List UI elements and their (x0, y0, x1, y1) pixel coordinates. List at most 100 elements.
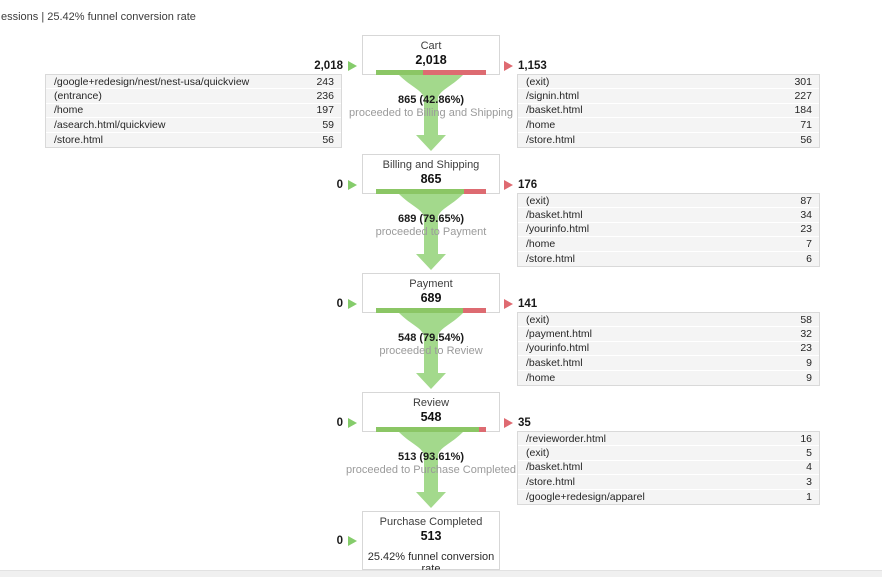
table-row: (exit) 87 (518, 194, 819, 209)
stage-value: 2,018 (415, 53, 447, 67)
page-path: /store.html (54, 133, 104, 146)
page-count: 9 (806, 356, 812, 369)
page-path: /basket.html (526, 104, 583, 117)
transition-label: 865 (42.86%) proceeded to Billing and Sh… (310, 94, 552, 120)
page-count: 301 (794, 75, 812, 88)
page-count: 87 (800, 194, 812, 207)
continued-segment (376, 70, 424, 75)
stage-value: 548 (420, 410, 442, 424)
continued-segment (376, 308, 464, 313)
entry-total: 0 (336, 298, 343, 310)
entry-arrow-icon (348, 299, 357, 309)
stage-box-cart: Cart 2,018 (362, 35, 500, 75)
proceeded-count: 548 (79.54%) (397, 332, 465, 344)
entry-indicator-purchase: 0 (45, 534, 357, 548)
stage-title: Payment (409, 278, 453, 290)
page-count: 227 (794, 90, 812, 103)
page-count: 5 (806, 447, 812, 460)
table-row: (exit) 58 (518, 313, 819, 328)
entry-total: 0 (336, 417, 343, 429)
stage-value: 513 (420, 529, 442, 543)
proceeded-note: proceeded to Payment (375, 226, 487, 238)
page-count: 16 (800, 432, 812, 445)
funnel-flow-arrow (399, 194, 463, 270)
page-count: 32 (800, 328, 812, 341)
page-path: /google+redesign/apparel (526, 490, 645, 503)
page-count: 6 (806, 252, 812, 265)
page-path: /basket.html (526, 209, 583, 222)
continued-segment (376, 189, 464, 194)
page-path: (exit) (526, 447, 550, 460)
stage-box-review: Review 548 (362, 392, 500, 432)
page-path: /google+redesign/nest/nest-usa/quickview (54, 75, 250, 88)
stage-title: Review (412, 397, 450, 409)
page-path: /basket.html (526, 461, 583, 474)
page-path: /yourinfo.html (526, 342, 590, 355)
entry-arrow-icon (348, 61, 357, 71)
transition-label: 689 (79.65%) proceeded to Payment (310, 213, 552, 239)
page-count: 9 (806, 371, 812, 384)
table-row: /store.html 56 (518, 132, 819, 147)
funnel-summary-text: essions | 25.42% funnel conversion rate (1, 11, 196, 23)
table-row: (exit) 301 (518, 75, 819, 90)
funnel-flow-arrow (399, 75, 463, 151)
table-row: /home 71 (518, 118, 819, 133)
exit-pages-table-payment: (exit) 58 /payment.html 32 /yourinfo.htm… (517, 312, 820, 386)
table-row: /basket.html 9 (518, 356, 819, 371)
exit-pages-table-billing: (exit) 87 /basket.html 34 /yourinfo.html… (517, 193, 820, 267)
page-count: 71 (800, 118, 812, 131)
horizontal-scrollbar-track[interactable] (0, 570, 882, 577)
exit-arrow-icon (504, 180, 513, 190)
table-row: /basket.html 34 (518, 208, 819, 223)
abandoned-segment (478, 427, 486, 432)
entry-arrow-icon (348, 536, 357, 546)
stage-value: 865 (420, 172, 442, 186)
table-row: /store.html 3 (518, 475, 819, 490)
stage-box-billing: Billing and Shipping 865 (362, 154, 500, 194)
exit-arrow-icon (504, 299, 513, 309)
page-count: 23 (800, 223, 812, 236)
page-count: 3 (806, 475, 812, 488)
table-row: /basket.html 184 (518, 103, 819, 119)
page-path: /home (526, 371, 556, 384)
stage-box-purchase-completed: Purchase Completed 513 25.42% funnel con… (362, 511, 500, 575)
table-row: /google+redesign/nest/nest-usa/quickview… (46, 75, 341, 90)
page-count: 56 (322, 133, 334, 146)
page-path: (exit) (526, 194, 550, 207)
abandoned-segment (423, 70, 486, 75)
page-path: /store.html (526, 475, 576, 488)
entry-total: 0 (336, 535, 343, 547)
proceeded-count: 689 (79.65%) (397, 213, 465, 225)
page-path: /signin.html (526, 90, 580, 103)
entry-total: 2,018 (314, 60, 343, 72)
entry-arrow-icon (348, 418, 357, 428)
stage-progress-bar (376, 308, 486, 313)
page-path: (exit) (526, 313, 550, 326)
page-count: 34 (800, 209, 812, 222)
page-count: 4 (806, 461, 812, 474)
page-path: /home (526, 237, 556, 250)
table-row: /store.html 6 (518, 251, 819, 266)
exit-indicator-billing: 176 (504, 178, 537, 192)
page-count: 59 (322, 118, 334, 131)
table-row: /basket.html 4 (518, 460, 819, 476)
page-path: /store.html (526, 133, 576, 146)
stage-progress-bar (376, 189, 486, 194)
page-path: /payment.html (526, 328, 592, 341)
stage-box-payment: Payment 689 (362, 273, 500, 313)
stage-title: Cart (420, 40, 442, 52)
exit-pages-table-cart: (exit) 301 /signin.html 227 /basket.html… (517, 74, 820, 148)
entry-indicator-billing: 0 (45, 178, 357, 192)
table-row: /yourinfo.html 23 (518, 341, 819, 357)
page-path: /store.html (526, 252, 576, 265)
page-path: /home (54, 104, 84, 117)
page-count: 23 (800, 342, 812, 355)
page-count: 197 (316, 104, 334, 117)
abandoned-segment (463, 189, 486, 194)
transition-label: 513 (93.61%) proceeded to Purchase Compl… (310, 451, 552, 477)
page-path: (exit) (526, 75, 550, 88)
exit-indicator-payment: 141 (504, 297, 537, 311)
entry-total: 0 (336, 179, 343, 191)
transition-label: 548 (79.54%) proceeded to Review (310, 332, 552, 358)
table-row: (entrance) 236 (46, 89, 341, 104)
